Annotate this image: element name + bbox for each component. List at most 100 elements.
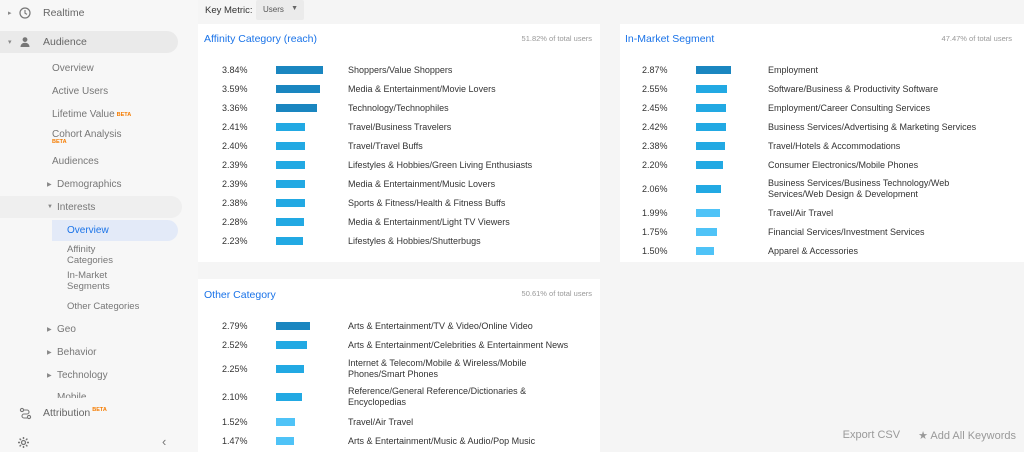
affinity-row-label[interactable]: Sports & Fitness/Health & Fitness Buffs	[348, 198, 506, 208]
nav-attribution-label: Attribution BETA	[43, 407, 107, 419]
inmarket-row-label[interactable]: Financial Services/Investment Services	[768, 227, 925, 237]
other-row: 1.47% Arts & Entertainment/Music & Audio/…	[222, 435, 582, 447]
inmarket-row: 2.45% Employment/Career Consulting Servic…	[642, 102, 1002, 114]
export-csv-button[interactable]: Export CSV	[842, 429, 901, 441]
nav-lifetime-value[interactable]: Lifetime Value BETA	[52, 109, 131, 121]
nav-affinity-categories[interactable]: Affinity Categories	[67, 244, 113, 266]
inmarket-row-bar	[696, 85, 727, 93]
nav-in-market-segments[interactable]: In-Market Segments	[67, 270, 110, 292]
affinity-row-label[interactable]: Media & Entertainment/Movie Lovers	[348, 84, 496, 94]
attribution-icon	[18, 406, 32, 420]
nav-realtime-label: Realtime	[43, 7, 85, 19]
affinity-row: 2.23% Lifestyles & Hobbies/Shutterbugs	[222, 235, 582, 247]
affinity-row-percent: 3.84%	[222, 65, 248, 75]
affinity-row-bar	[276, 161, 305, 169]
affinity-row-label[interactable]: Travel/Travel Buffs	[348, 141, 423, 151]
nav-audiences[interactable]: Audiences	[52, 156, 99, 167]
inmarket-row-label[interactable]: Consumer Electronics/Mobile Phones	[768, 160, 919, 170]
inmarket-row-bar	[696, 123, 726, 131]
inmarket-row-label[interactable]: Travel/Air Travel	[768, 208, 834, 218]
affinity-row: 3.36% Technology/Technophiles	[222, 102, 582, 114]
other-row-bar	[276, 341, 307, 349]
beta-badge: BETA	[52, 139, 67, 145]
affinity-row-label[interactable]: Lifestyles & Hobbies/Green Living Enthus…	[348, 160, 533, 170]
inmarket-row-label[interactable]: Employment	[768, 65, 819, 75]
inmarket-row-bar	[696, 247, 714, 255]
other-row-label[interactable]: Arts & Entertainment/Celebrities & Enter…	[348, 340, 569, 350]
other-title[interactable]: Other Category	[204, 289, 276, 301]
inmarket-row-label[interactable]: Business Services/Business Technology/We…	[768, 178, 950, 199]
inmarket-row-label[interactable]: Employment/Career Consulting Services	[768, 103, 931, 113]
nav-interests-overview[interactable]: Overview	[67, 225, 109, 236]
affinity-row-percent: 2.39%	[222, 179, 248, 189]
nav-cohort-analysis[interactable]: Cohort Analysis	[52, 129, 122, 140]
nav-interests[interactable]: Interests	[57, 202, 96, 213]
nav-other-categories[interactable]: Other Categories	[67, 301, 140, 312]
nav-overview[interactable]: Overview	[52, 63, 94, 74]
other-row-label[interactable]: Travel/Air Travel	[348, 417, 414, 427]
other-row: 2.25% Internet & Telecom/Mobile & Wireles…	[222, 358, 582, 379]
nav-audience-label: Audience	[43, 36, 87, 48]
inmarket-title[interactable]: In-Market Segment	[625, 33, 715, 45]
inmarket-row-label[interactable]: Travel/Hotels & Accommodations	[768, 141, 901, 151]
collapse-sidebar-icon[interactable]: ‹	[162, 434, 167, 449]
other-row: 1.52% Travel/Air Travel	[222, 416, 582, 428]
inmarket-row-label[interactable]: Business Services/Advertising & Marketin…	[768, 122, 977, 132]
sidebar: ▸ Realtime ▾ Audience Overview Active Us…	[0, 0, 198, 452]
key-metric-dropdown[interactable]: Users ▼	[256, 0, 304, 20]
nav-demographics[interactable]: Demographics	[57, 179, 122, 190]
nav-lifetime-value-label: Lifetime Value	[52, 109, 115, 120]
inmarket-rows: 2.87% Employment 2.55% Software/Business & …	[642, 24, 1012, 262]
affinity-row-bar	[276, 199, 305, 207]
other-row-label[interactable]: Reference/General Reference/Dictionaries…	[348, 386, 527, 407]
add-all-keywords-button[interactable]: ★ Add All Keywords	[918, 429, 1016, 442]
other-row-percent: 1.52%	[222, 417, 248, 427]
interests-highlight	[0, 196, 182, 218]
affinity-row: 3.84% Shoppers/Value Shoppers	[222, 64, 582, 76]
person-icon	[18, 35, 32, 49]
beta-badge: BETA	[92, 407, 107, 413]
other-row: 2.10% Reference/General Reference/Diction…	[222, 386, 582, 407]
collapse-arrow-icon: ▾	[8, 39, 12, 46]
footer-actions: Export CSV ★ Add All Keywords	[843, 429, 1016, 442]
settings-gear-icon[interactable]	[17, 436, 30, 452]
inmarket-row: 2.20% Consumer Electronics/Mobile Phones	[642, 159, 1002, 171]
affinity-row-percent: 2.39%	[222, 160, 248, 170]
expand-arrow-icon: ▶	[47, 373, 52, 379]
affinity-row-bar	[276, 85, 320, 93]
other-row-label[interactable]: Arts & Entertainment/Music & Audio/Pop M…	[348, 436, 536, 446]
affinity-row-percent: 2.40%	[222, 141, 248, 151]
other-row-label[interactable]: Arts & Entertainment/TV & Video/Online V…	[348, 321, 533, 331]
affinity-row-label[interactable]: Media & Entertainment/Music Lovers	[348, 179, 496, 189]
other-row-bar	[276, 365, 304, 373]
other-row-bar	[276, 322, 310, 330]
nav-behavior[interactable]: Behavior	[57, 347, 97, 358]
affinity-row-percent: 2.28%	[222, 217, 248, 227]
affinity-row-percent: 2.23%	[222, 236, 248, 246]
affinity-row-bar	[276, 104, 317, 112]
other-total: 50.61% of total users	[521, 289, 592, 298]
nav-technology[interactable]: Technology	[57, 370, 108, 381]
inmarket-row-label[interactable]: Software/Business & Productivity Softwar…	[768, 84, 939, 94]
inmarket-panel: In-Market Segment 47.47% of total users …	[620, 24, 1024, 262]
affinity-row-label[interactable]: Media & Entertainment/Light TV Viewers	[348, 217, 510, 227]
inmarket-row-label[interactable]: Apparel & Accessories	[768, 246, 859, 256]
nav-mobile[interactable]: Mobile	[57, 392, 87, 398]
caret-down-icon: ▼	[291, 5, 298, 12]
inmarket-row-percent: 1.75%	[642, 227, 668, 237]
other-row-label[interactable]: Internet & Telecom/Mobile & Wireless/Mob…	[348, 358, 527, 379]
nav-geo[interactable]: Geo	[57, 324, 76, 335]
affinity-row-label[interactable]: Lifestyles & Hobbies/Shutterbugs	[348, 236, 481, 246]
affinity-title[interactable]: Affinity Category (reach)	[204, 33, 318, 45]
affinity-row-label[interactable]: Travel/Business Travelers	[348, 122, 452, 132]
expand-arrow-icon: ▶	[47, 327, 52, 333]
nav-realtime[interactable]: ▸ Realtime	[0, 2, 198, 24]
inmarket-row: 2.55% Software/Business & Productivity So…	[642, 83, 1002, 95]
affinity-row-bar	[276, 142, 305, 150]
nav-attribution[interactable]: Attribution BETA	[0, 402, 198, 424]
affinity-row-label[interactable]: Shoppers/Value Shoppers	[348, 65, 453, 75]
nav-active-users[interactable]: Active Users	[52, 86, 109, 97]
selected-item-highlight	[52, 220, 178, 241]
affinity-row-label[interactable]: Technology/Technophiles	[348, 103, 449, 113]
nav-audience[interactable]: ▾ Audience	[0, 31, 198, 53]
